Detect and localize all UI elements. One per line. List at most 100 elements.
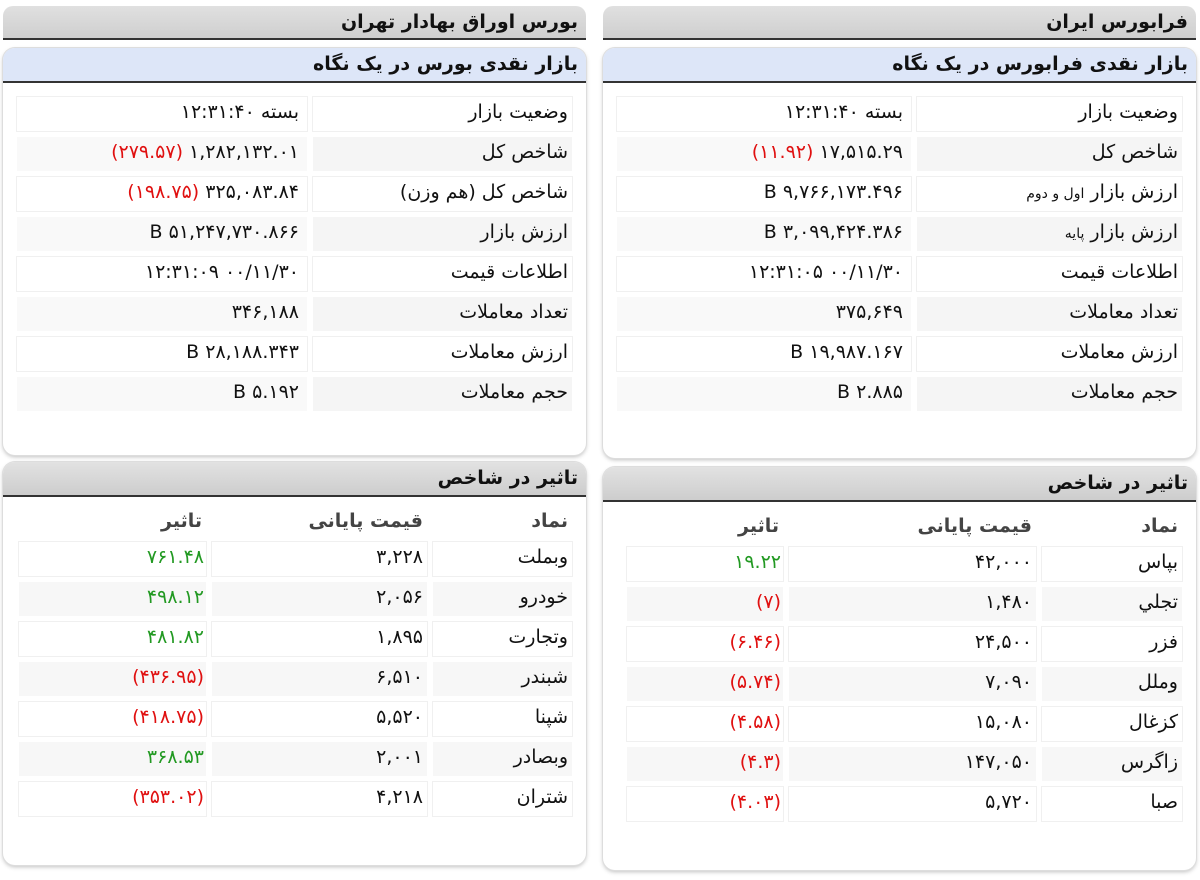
ifb-impact-table: نماد قیمت پایانی تاثیر بپاس ۴۲,۰۰۰ ۱۹.۲۲ تجلي ۱… [617,507,1182,827]
row-label: تعداد معاملات [917,297,1182,331]
row-value-text: ۵.۱۹۲ B [233,381,299,403]
row-value-text: بسته ۱۲:۳۱:۴۰ [180,101,299,123]
table-row: شتران ۴,۲۱۸ (۳۵۳.۰۲) [17,782,572,816]
row-label: ارزش بازار پایه [917,217,1182,251]
cell-symbol: شبندر [433,662,572,696]
row-value-text: ۳,۰۹۹,۴۲۴.۳۸۶ B [763,221,903,243]
summary-row: شاخص کل (هم وزن) ۳۲۵,۰۸۳.۸۴ (۱۹۸.۷۵) [17,177,572,211]
row-label-text: ارزش معاملات [450,341,568,363]
row-label-text: ارزش معاملات [1060,341,1178,363]
row-value: بسته ۱۲:۳۱:۴۰ [617,97,911,131]
tse-summary-panel: بازار نقدی بورس در یک نگاه وضعیت بازار بس… [3,48,586,455]
header-price: قیمت پایانی [308,510,423,532]
ifb-impact-title: تاثیر در شاخص [603,467,1196,502]
row-value: ۰۰/۱۱/۳۰ ۱۲:۳۱:۰۹ [17,257,307,291]
summary-row: تعداد معاملات ۳۷۵,۶۴۹ [617,297,1182,331]
cell-symbol: خودرو [433,582,572,616]
cell-impact: (۶.۴۶) [627,627,783,661]
cell-price: ۵,۷۲۰ [789,787,1036,821]
row-change: (۱۹۸.۷۵) [127,181,200,203]
cell-price: ۱,۸۹۵ [212,622,427,656]
row-label-text: ارزش بازار [480,221,568,243]
row-label-sub: اول و دوم [1026,186,1085,202]
row-label-text: اطلاعات قیمت [1060,261,1178,283]
summary-row: تعداد معاملات ۳۴۶,۱۸۸ [17,297,572,331]
cell-impact: ۴۸۱.۸۲ [19,622,206,656]
summary-row: ارزش معاملات ۲۸,۱۸۸.۳۴۳ B [17,337,572,371]
table-row: تجلي ۱,۴۸۰ (۷) [617,587,1182,621]
cell-price: ۱,۴۸۰ [789,587,1036,621]
row-label: اطلاعات قیمت [313,257,572,291]
row-value-text: ۱,۲۸۲,۱۳۲.۰۱ [189,141,299,163]
table-row: بپاس ۴۲,۰۰۰ ۱۹.۲۲ [617,547,1182,581]
summary-row: ارزش بازار پایه ۳,۰۹۹,۴۲۴.۳۸۶ B [617,217,1182,251]
header-symbol: نماد [1141,515,1178,537]
row-label-text: شاخص کل (هم وزن) [399,181,568,203]
summary-row: اطلاعات قیمت ۰۰/۱۱/۳۰ ۱۲:۳۱:۰۵ [617,257,1182,291]
table-row: فزر ۲۴,۵۰۰ (۶.۴۶) [617,627,1182,661]
row-value-text: ۹,۷۶۶,۱۷۳.۴۹۶ B [763,181,903,203]
row-value: ۳۷۵,۶۴۹ [617,297,911,331]
cell-impact: (۴.۵۸) [627,707,783,741]
cell-symbol: تجلي [1042,587,1182,621]
cell-impact: ۴۹۸.۱۲ [19,582,206,616]
summary-row: اطلاعات قیمت ۰۰/۱۱/۳۰ ۱۲:۳۱:۰۹ [17,257,572,291]
cell-symbol: کزغال [1042,707,1182,741]
header-symbol: نماد [531,510,568,532]
row-label-text: وضعیت بازار [1078,101,1178,123]
row-value-text: ۱۹,۹۸۷.۱۶۷ B [790,341,903,363]
cell-price: ۴۲,۰۰۰ [789,547,1036,581]
row-label: شاخص کل [313,137,572,171]
summary-row: شاخص کل ۱,۲۸۲,۱۳۲.۰۱ (۲۷۹.۵۷) [17,137,572,171]
cell-impact: (۵.۷۴) [627,667,783,701]
cell-price: ۲,۰۰۱ [212,742,427,776]
cell-symbol: زاگرس [1042,747,1182,781]
cell-impact: (۴۳۶.۹۵) [19,662,206,696]
cell-symbol: شتران [433,782,572,816]
cell-price: ۲,۰۵۶ [212,582,427,616]
cell-price: ۵,۵۲۰ [212,702,427,736]
table-row: کزغال ۱۵,۰۸۰ (۴.۵۸) [617,707,1182,741]
tse-title: بورس اوراق بهادار تهران [3,6,586,40]
row-label-text: شاخص کل [481,141,568,163]
row-label-text: تعداد معاملات [1069,301,1178,323]
table-row: شبندر ۶,۵۱۰ (۴۳۶.۹۵) [17,662,572,696]
summary-row: حجم معاملات ۵.۱۹۲ B [17,377,572,411]
cell-impact: ۳۶۸.۵۳ [19,742,206,776]
row-label-text: ارزش بازار [1090,221,1178,243]
cell-symbol: بپاس [1042,547,1182,581]
summary-row: وضعیت بازار بسته ۱۲:۳۱:۴۰ [617,97,1182,131]
row-label-text: وضعیت بازار [468,101,568,123]
row-label: حجم معاملات [313,377,572,411]
header-impact: تاثیر [738,515,779,537]
header-price: قیمت پایانی [917,515,1032,537]
row-label-text: حجم معاملات [1070,381,1178,403]
cell-price: ۶,۵۱۰ [212,662,427,696]
impact-body: بپاس ۴۲,۰۰۰ ۱۹.۲۲ تجلي ۱,۴۸۰ (۷) فزر ۲۴,۵۰۰ (۶.۴… [617,547,1182,821]
summary-row: حجم معاملات ۲.۸۸۵ B [617,377,1182,411]
row-value: ۳۲۵,۰۸۳.۸۴ (۱۹۸.۷۵) [17,177,307,211]
cell-symbol: وتجارت [433,622,572,656]
tse-impact-panel: تاثیر در شاخص نماد قیمت پایانی تاثیر وبملت ۳… [3,462,586,865]
row-label: ارزش معاملات [917,337,1182,371]
row-value-text: بسته ۱۲:۳۱:۴۰ [784,101,903,123]
ifb-summary-title: بازار نقدی فرابورس در یک نگاه [603,48,1196,83]
ifb-summary-rows: وضعیت بازار بسته ۱۲:۳۱:۴۰ شاخص کل ۱۷,۵۱۵.۲۹… [617,97,1182,417]
tse-impact-table: نماد قیمت پایانی تاثیر وبملت ۳,۲۲۸ ۷۶۱.۴۸ خودر… [17,502,572,822]
ifb-impact-panel: تاثیر در شاخص نماد قیمت پایانی تاثیر بپاس ۴۲… [603,467,1196,870]
summary-row: ارزش معاملات ۱۹,۹۸۷.۱۶۷ B [617,337,1182,371]
row-value-text: ۳۷۵,۶۴۹ [835,301,903,323]
row-value: ۱,۲۸۲,۱۳۲.۰۱ (۲۷۹.۵۷) [17,137,307,171]
row-label-text: تعداد معاملات [459,301,568,323]
cell-symbol: شپنا [433,702,572,736]
table-row: شپنا ۵,۵۲۰ (۴۱۸.۷۵) [17,702,572,736]
table-row: زاگرس ۱۴۷,۰۵۰ (۴.۳) [617,747,1182,781]
table-row: خودرو ۲,۰۵۶ ۴۹۸.۱۲ [17,582,572,616]
row-label-text: شاخص کل [1091,141,1178,163]
row-value-text: ۳۲۵,۰۸۳.۸۴ [205,181,299,203]
row-label-text: حجم معاملات [460,381,568,403]
ifb-title: فرابورس ایران [603,6,1196,40]
impact-header: نماد قیمت پایانی تاثیر [617,507,1182,547]
header-impact: تاثیر [161,510,202,532]
row-value-text: ۱۷,۵۱۵.۲۹ [819,141,903,163]
